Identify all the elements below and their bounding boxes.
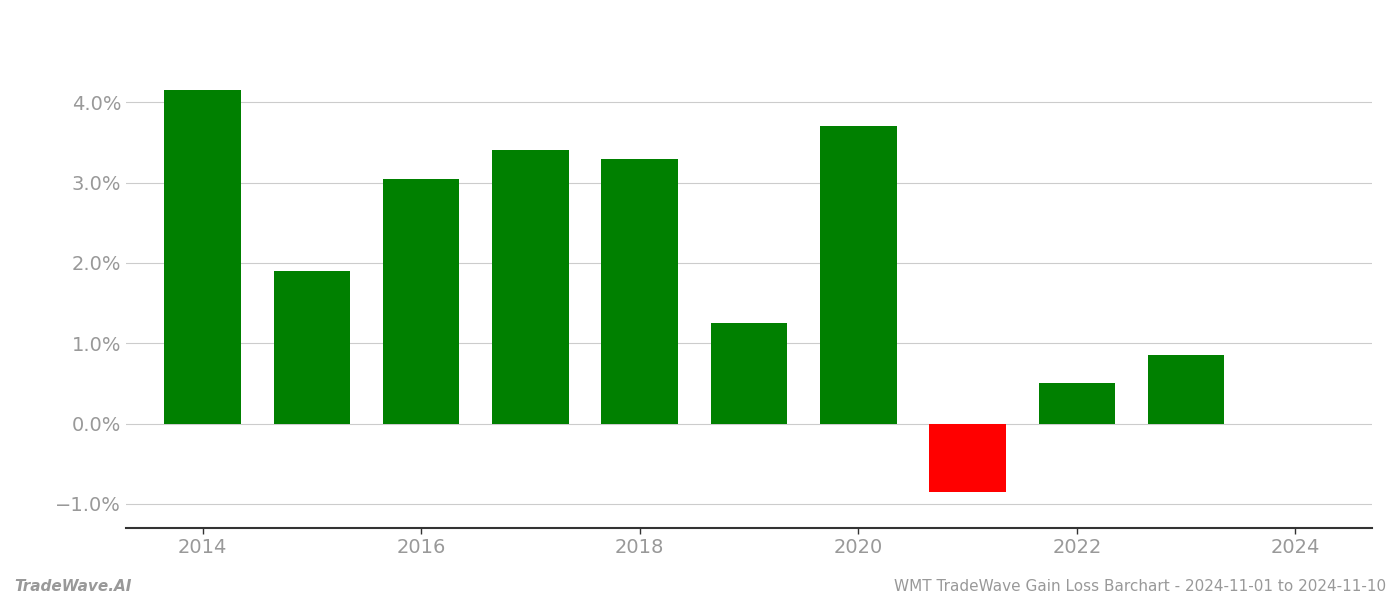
Bar	[930, 424, 1005, 492]
Bar	[164, 90, 241, 424]
Bar	[711, 323, 787, 424]
Bar	[273, 271, 350, 424]
Bar	[1148, 355, 1225, 424]
Text: WMT TradeWave Gain Loss Barchart - 2024-11-01 to 2024-11-10: WMT TradeWave Gain Loss Barchart - 2024-…	[893, 579, 1386, 594]
Text: TradeWave.AI: TradeWave.AI	[14, 579, 132, 594]
Bar	[602, 158, 678, 424]
Bar	[820, 127, 896, 424]
Bar	[382, 179, 459, 424]
Bar	[1039, 383, 1116, 424]
Bar	[493, 151, 568, 424]
